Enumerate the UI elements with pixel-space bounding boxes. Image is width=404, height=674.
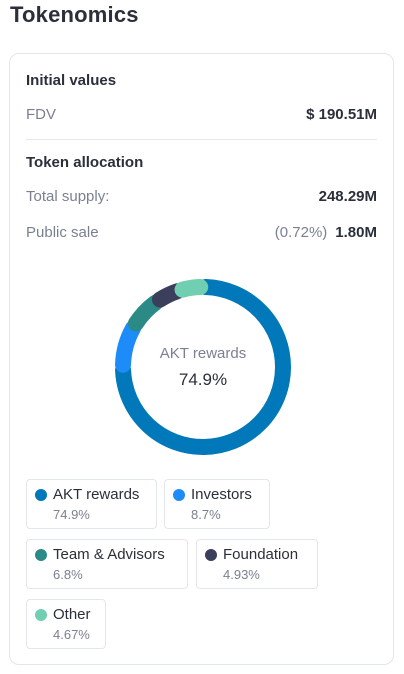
total-supply-row: Total supply: 248.29M [26,188,377,205]
donut-slice-investors[interactable] [115,320,142,373]
tokenomics-card: Initial values FDV $ 190.51M Token alloc… [9,53,394,665]
legend-item-team-advisors[interactable]: Team & Advisors 6.8% [26,539,188,589]
total-supply-value: 248.29M [318,188,377,205]
legend-pct: 6.8% [53,567,83,582]
divider [26,139,377,140]
legend-name: Other [53,606,91,623]
legend-pct: 4.67% [53,627,90,642]
token-allocation-title: Token allocation [26,154,144,171]
donut-slice-other[interactable] [174,279,209,298]
legend-name: Investors [191,486,252,503]
legend-dot-foundation [205,548,217,561]
legend-dot-investors [173,488,185,501]
legend-name: AKT rewards [53,486,140,503]
legend-item-akt-rewards[interactable]: AKT rewards 74.9% [26,479,157,529]
donut-slice-akt-rewards[interactable] [115,279,291,455]
initial-values-title: Initial values [26,72,117,89]
legend-item-investors[interactable]: Investors 8.7% [164,479,270,529]
public-sale-pct: (0.72%) [274,224,328,241]
legend-pct: 4.93% [223,567,260,582]
legend-name: Foundation [223,546,299,563]
fdv-label: FDV [26,106,56,123]
donut-svg [115,279,291,455]
legend-pct: 74.9% [53,507,90,522]
legend-dot-team-advisors [35,548,47,561]
legend-dot-other [35,608,47,621]
public-sale-value: 1.80M [335,224,377,241]
legend-pct: 8.7% [191,507,221,522]
legend-item-other[interactable]: Other 4.67% [26,599,106,649]
page-title: Tokenomics [10,2,139,27]
donut-slice-foundation[interactable] [151,283,186,308]
total-supply-label: Total supply: [26,188,110,205]
legend-item-foundation[interactable]: Foundation 4.93% [196,539,318,589]
allocation-donut-chart: AKT rewards 74.9% [114,278,292,456]
fdv-value: $ 190.51M [306,106,377,123]
public-sale-label: Public sale [26,224,99,241]
public-sale-row: Public sale (0.72%) 1.80M [26,224,377,241]
legend-dot-akt-rewards [35,488,47,501]
legend-name: Team & Advisors [53,546,165,563]
donut-slice-team-advisors[interactable] [127,294,164,332]
fdv-row: FDV $ 190.51M [26,106,377,123]
